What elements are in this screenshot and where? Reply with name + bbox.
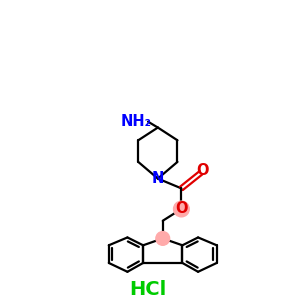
Circle shape (173, 201, 189, 217)
Text: N: N (152, 171, 164, 186)
Text: O: O (197, 163, 209, 178)
Text: HCl: HCl (129, 280, 167, 299)
Text: NH₂: NH₂ (121, 114, 152, 129)
Text: O: O (175, 202, 188, 217)
Circle shape (156, 232, 169, 245)
